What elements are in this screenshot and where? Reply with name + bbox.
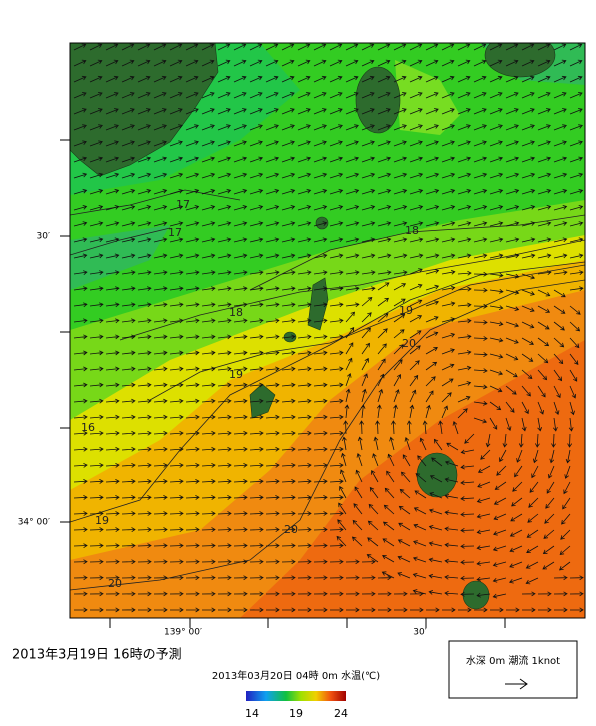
contour-labels: 17 17 18 18 19 20 19 16 19 20 20 (81, 198, 419, 590)
contour-label: 18 (229, 306, 243, 319)
axis-ticks (60, 139, 506, 628)
land (70, 43, 556, 610)
lat-label: 34° 00′ (18, 518, 50, 528)
contour-label: 19 (229, 368, 243, 381)
sea-field: 17 17 18 18 19 20 19 16 19 20 20 (70, 43, 585, 618)
caption-subtitle: 2013年03月20日 04時 0m 水温(℃) (212, 669, 380, 682)
contour-label: 17 (168, 226, 182, 239)
caption-title: 2013年3月19日 16時の予測 (12, 648, 182, 663)
colorbar (246, 691, 346, 701)
colorbar-tick: 19 (289, 707, 303, 720)
legend-box (448, 640, 578, 699)
lat-label: 30′ (37, 232, 51, 242)
lon-label: 30′ (413, 628, 427, 638)
current-arrows (73, 43, 584, 613)
contour-label: 17 (176, 198, 190, 211)
contour-label: 20 (402, 337, 416, 350)
legend-label: 水深 0m 潮流 1knot (466, 654, 560, 667)
contour-label: 19 (95, 514, 109, 527)
map-frame (69, 42, 586, 619)
colorbar-tick: 14 (245, 707, 259, 720)
legend-arrow (505, 678, 528, 690)
contour-label: 16 (81, 421, 95, 434)
lon-label: 139° 00′ (164, 628, 202, 638)
contour-label: 20 (284, 523, 298, 536)
contour-label: 19 (399, 304, 413, 317)
colorbar-tick: 24 (334, 707, 348, 720)
contour-label: 18 (405, 224, 419, 237)
contour-label: 20 (108, 577, 122, 590)
